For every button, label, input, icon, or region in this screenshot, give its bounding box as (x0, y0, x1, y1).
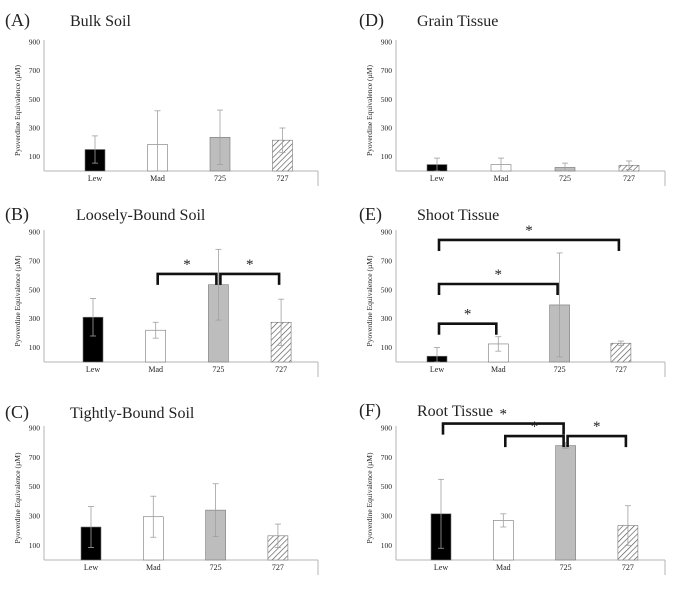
y-tick-label: 500 (29, 95, 41, 104)
panel-title: Root Tissue (417, 403, 493, 420)
y-axis-label: Pyoverdine Equivalence (µM) (365, 255, 374, 346)
y-tick-label: 300 (381, 314, 393, 323)
chart-panel-d: (D) Grain Tissue 100 300 500 700 900 Pyoverdine… (359, 10, 666, 186)
category-label: Lew (84, 563, 98, 572)
category-label: Mad (496, 563, 511, 572)
category-label: 725 (554, 365, 566, 374)
y-tick-label: 500 (381, 285, 393, 294)
panel-letter: (E) (359, 204, 382, 225)
chart-panel-a: (A) Bulk Soil 100 300 500 700 900 Pyoverdine Eq… (5, 10, 319, 186)
y-tick-label: 700 (381, 66, 393, 75)
chart-panel-f: (F) Root Tissue 100 300 500 700 900 Pyoverdine … (359, 400, 666, 575)
significance-bracket (437, 322, 498, 335)
y-tick-label: 700 (29, 453, 41, 462)
significance-star: * (246, 257, 254, 273)
significance-bracket (437, 282, 559, 295)
category-label: Mad (491, 365, 506, 374)
panel-letter: (A) (5, 10, 30, 31)
y-tick-label: 900 (381, 228, 393, 237)
significance-star: * (464, 307, 472, 323)
y-tick-label: 700 (29, 66, 41, 75)
significance-bracket (504, 434, 565, 448)
significance-bracket (156, 272, 218, 285)
y-tick-label: 100 (29, 343, 41, 352)
y-tick-label: 300 (381, 512, 393, 521)
category-label: Lew (430, 365, 444, 374)
chart-panel-b: (B) Loosely-Bound Soil 100 300 500 700 900 Pyov… (5, 204, 319, 377)
y-tick-label: 300 (29, 314, 41, 323)
significance-star: * (525, 223, 533, 239)
y-tick-label: 500 (29, 285, 41, 294)
category-label: Mad (146, 563, 161, 572)
panel-title: Tightly-Bound Soil (70, 405, 195, 422)
y-tick-label: 900 (29, 228, 41, 237)
y-tick-label: 300 (29, 124, 41, 133)
y-tick-label: 100 (29, 152, 41, 161)
y-tick-label: 300 (29, 512, 41, 521)
category-label: 727 (623, 174, 635, 183)
category-label: Lew (86, 365, 100, 374)
category-label: Mad (494, 174, 509, 183)
panel-title: Loosely-Bound Soil (76, 207, 206, 224)
y-tick-label: 900 (381, 38, 393, 47)
category-label: 725 (214, 174, 226, 183)
category-label: 725 (210, 563, 222, 572)
category-label: Lew (88, 174, 102, 183)
category-label: 727 (272, 563, 284, 572)
panel-title: Bulk Soil (70, 13, 131, 30)
y-axis-label: Pyoverdine Equivalence (µM) (13, 452, 22, 543)
panel-letter: (D) (359, 10, 384, 31)
y-tick-label: 500 (29, 482, 41, 491)
y-tick-label: 900 (381, 424, 393, 433)
category-label: Mad (150, 174, 165, 183)
significance-star: * (495, 267, 503, 283)
y-axis-label: Pyoverdine Equivalence (µM) (13, 255, 22, 346)
chart-panel-e: (E) Shoot Tissue 100 300 500 700 900 Pyoverdine… (359, 204, 666, 377)
y-axis-label: Pyoverdine Equivalence (µM) (365, 65, 374, 156)
bar-727 (610, 342, 632, 363)
category-label: 727 (615, 365, 627, 374)
category-label: 727 (622, 563, 634, 572)
category-label: Lew (430, 174, 444, 183)
y-tick-label: 900 (29, 38, 41, 47)
significance-star: * (593, 419, 601, 435)
significance-bracket (219, 272, 281, 285)
chart-panel-c: (C) Tightly-Bound Soil 100 300 500 700 900 Pyov… (5, 402, 319, 575)
y-axis-label: Pyoverdine Equivalence (µM) (13, 65, 22, 156)
category-label: 725 (212, 365, 224, 374)
significance-bracket (437, 238, 621, 251)
y-tick-label: 500 (381, 95, 393, 104)
category-label: 725 (560, 563, 572, 572)
y-tick-label: 700 (381, 453, 393, 462)
y-tick-label: 500 (381, 482, 393, 491)
y-tick-label: 700 (29, 256, 41, 265)
y-tick-label: 700 (381, 256, 393, 265)
y-tick-label: 900 (29, 424, 41, 433)
category-label: 727 (277, 174, 289, 183)
category-label: 727 (275, 365, 287, 374)
category-label: Mad (148, 365, 163, 374)
panel-letter: (B) (5, 204, 29, 225)
y-tick-label: 100 (381, 541, 393, 550)
y-axis-label: Pyoverdine Equivalence (µM) (365, 452, 374, 543)
significance-star: * (531, 419, 539, 435)
y-tick-label: 100 (29, 541, 41, 550)
category-label: Lew (434, 563, 448, 572)
category-label: 725 (559, 174, 571, 183)
significance-bracket (566, 434, 628, 448)
panel-title: Shoot Tissue (417, 207, 499, 224)
y-tick-label: 300 (381, 124, 393, 133)
panel-title: Grain Tissue (417, 13, 498, 30)
significance-bracket (441, 422, 565, 435)
panel-letter: (C) (5, 402, 29, 423)
y-tick-label: 100 (381, 343, 393, 352)
significance-star: * (183, 257, 191, 273)
y-tick-label: 100 (381, 152, 393, 161)
panel-letter: (F) (359, 400, 381, 421)
bar-725 (555, 445, 576, 561)
significance-star: * (500, 407, 508, 423)
